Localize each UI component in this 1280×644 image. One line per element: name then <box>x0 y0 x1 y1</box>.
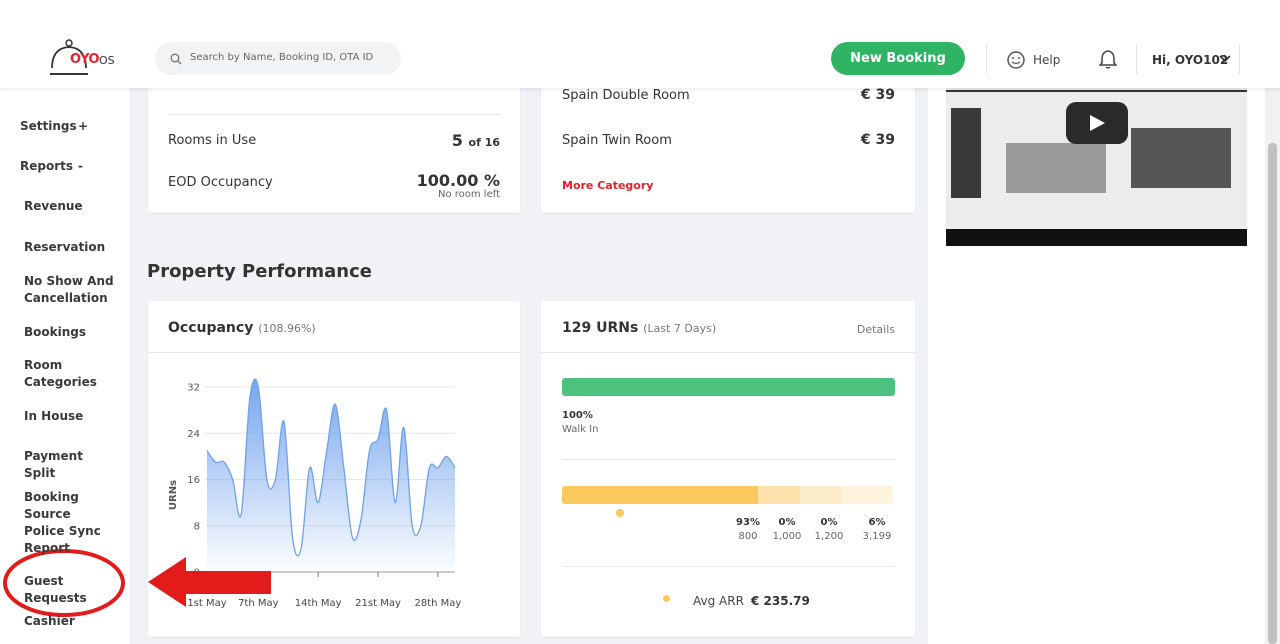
segment <box>841 486 893 504</box>
video[interactable] <box>946 88 1247 246</box>
video-bar <box>946 229 1247 246</box>
scrollbar <box>1265 88 1280 644</box>
nav-item[interactable]: Booking Source <box>24 490 79 521</box>
nav-item[interactable]: In House <box>24 409 84 423</box>
suffix: of 16 <box>468 136 500 149</box>
walk-in-label: Walk In <box>562 424 599 435</box>
user-menu[interactable]: Hi, OYO102 <box>1152 53 1229 67</box>
nav-item[interactable]: Cashier <box>24 614 75 628</box>
logo: OYO <box>70 52 100 67</box>
card-title: Occupancy (108.96%) <box>168 320 316 336</box>
right-panel <box>928 88 1265 644</box>
help-icon[interactable] <box>1006 50 1026 70</box>
segment-percent: 0% <box>820 517 838 528</box>
title: 129 URNs <box>562 320 639 336</box>
category-price: € 39 <box>860 87 895 103</box>
nav-item[interactable]: Settings <box>20 119 77 133</box>
divider <box>562 459 895 460</box>
details-link[interactable]: Details <box>856 323 895 336</box>
category-price: € 39 <box>860 132 895 148</box>
avg-label: Avg ARR <box>693 594 744 608</box>
header: OYO OS Search by Name, Booking ID, OTA I… <box>0 0 1280 88</box>
segment <box>800 486 841 504</box>
segment-percent: 93% <box>736 517 760 528</box>
segment-amount: 3,199 <box>862 531 892 542</box>
nav-item[interactable]: Bookings <box>24 325 87 339</box>
counter <box>1006 143 1106 193</box>
separator <box>1239 44 1240 74</box>
segment-percent: 0% <box>778 517 796 528</box>
sidebar: Settings + Reports - Revenue Reservation No Sh… <box>0 88 130 644</box>
nav-item[interactable]: Revenue <box>24 199 83 213</box>
stove <box>1131 128 1231 188</box>
fridge <box>951 108 981 198</box>
row-value: 100.00 % <box>416 171 500 190</box>
nav-item[interactable]: Guest Requests <box>24 574 87 605</box>
nav-item[interactable]: Room Categories <box>24 358 97 389</box>
category-name: Spain Twin Room <box>562 133 672 148</box>
row-label: EOD Occupancy <box>168 175 273 190</box>
section-title: Property Performance <box>147 261 372 282</box>
help-label[interactable]: Help <box>1033 53 1061 67</box>
value: 5 <box>451 131 463 150</box>
logo-icon <box>50 39 88 75</box>
separator <box>1136 44 1137 74</box>
nav-item[interactable]: No Show And Cancellation <box>24 274 114 305</box>
marker-dot <box>663 595 670 602</box>
separator <box>986 44 987 74</box>
divider <box>148 352 520 353</box>
play-icon <box>1090 115 1105 131</box>
segment <box>758 486 800 504</box>
nav-item[interactable]: Reports <box>20 159 74 173</box>
avg-value: € 235.79 <box>751 594 810 608</box>
categories-card: Spain Double Room € 39 Spain Twin Room €… <box>541 80 915 213</box>
new-booking-button[interactable]: New Booking <box>831 42 965 75</box>
rail <box>946 90 1247 92</box>
scroll-thumb[interactable] <box>1268 143 1277 644</box>
search-box[interactable]: Search by Name, Booking ID, OTA ID <box>155 42 401 75</box>
walk-in-bar <box>562 378 895 396</box>
search-icon <box>170 53 182 65</box>
chevron[interactable] <box>1219 55 1231 63</box>
marker-dot <box>616 509 624 517</box>
nav-toggle: + <box>78 119 89 133</box>
nav-item[interactable]: Payment Split <box>24 449 83 480</box>
segment <box>562 486 758 504</box>
bell-icon[interactable] <box>1099 49 1117 69</box>
divider <box>168 114 501 115</box>
subtitle: (Last 7 Days) <box>643 322 717 335</box>
segment-amount: 1,000 <box>772 531 802 542</box>
title: Occupancy <box>168 320 254 336</box>
play-button[interactable] <box>1066 102 1128 144</box>
row-value: 5 of 16 <box>452 131 500 150</box>
occupancy-card: Occupancy (108.96%) <box>148 301 520 637</box>
card-title: 129 URNs (Last 7 Days) <box>562 320 716 336</box>
segment-amount: 800 <box>738 531 758 542</box>
row-label: Rooms in Use <box>168 133 257 148</box>
segment-amount: 1,200 <box>814 531 844 542</box>
nav-item[interactable]: Police Sync Report <box>24 524 101 555</box>
row-note: No room left <box>437 189 500 200</box>
summary-card: Rooms in Use 5 of 16 EOD Occupancy 100.0… <box>148 80 520 213</box>
walk-in-percent: 100% <box>562 410 593 421</box>
nav-item[interactable]: Reservation <box>24 240 106 254</box>
segment-percent: 6% <box>868 517 886 528</box>
logo-suffix: OS <box>99 54 115 67</box>
nav-toggle: - <box>78 159 83 173</box>
category-name: Spain Double Room <box>562 88 690 103</box>
subtitle: (108.96%) <box>258 322 316 335</box>
more-category-link[interactable]: More Category <box>562 179 654 192</box>
divider <box>562 566 895 567</box>
divider <box>541 352 915 353</box>
urn-card: 129 URNs (Last 7 Days) Details 100% Walk… <box>541 301 915 637</box>
search-placeholder: Search by Name, Booking ID, OTA ID <box>190 52 374 63</box>
